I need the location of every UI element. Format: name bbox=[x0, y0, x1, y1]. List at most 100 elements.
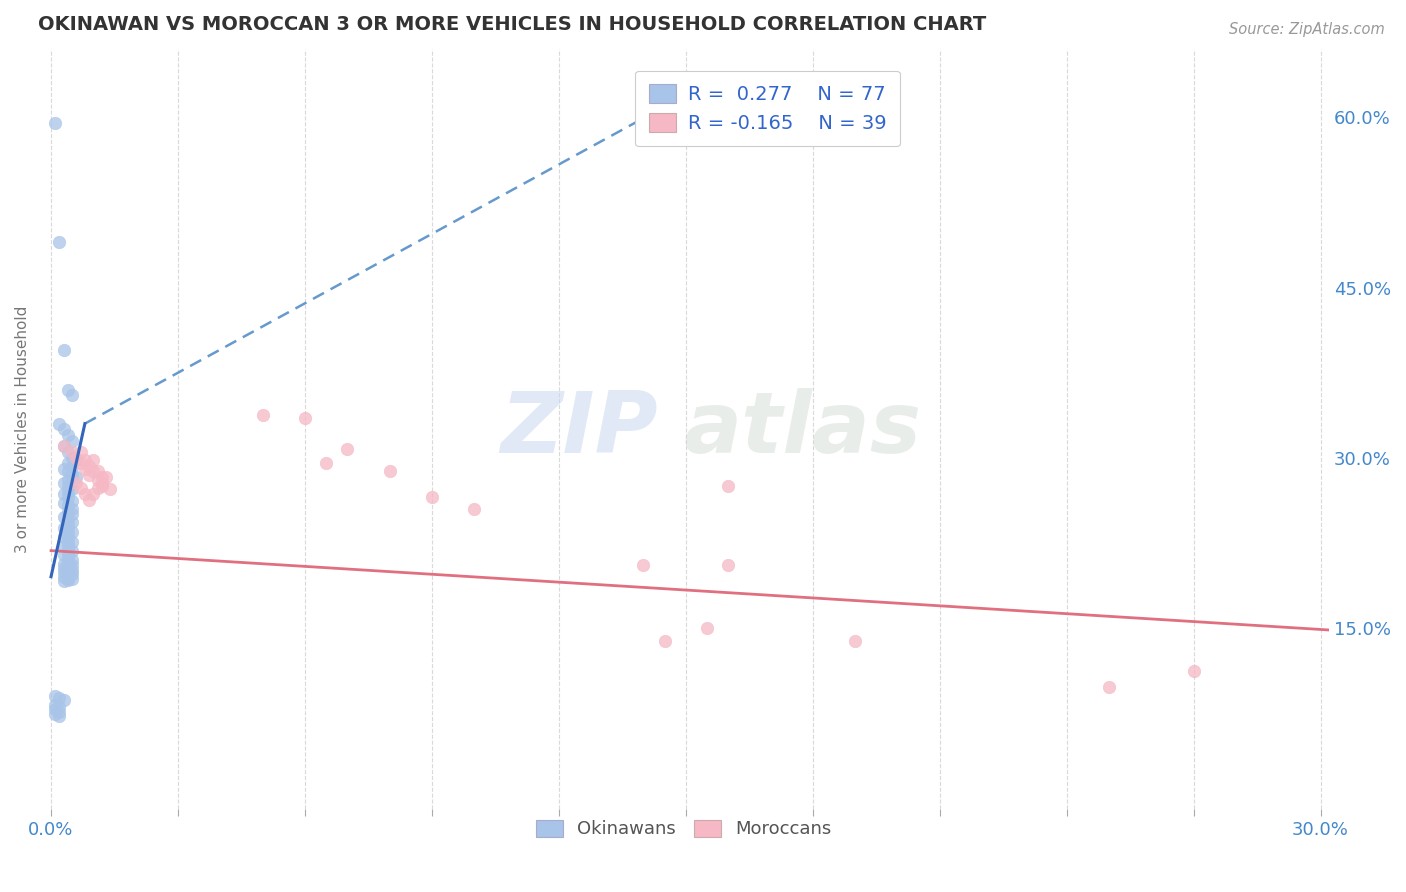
Point bbox=[52, 496, 75, 510]
Point bbox=[56, 491, 79, 505]
Point bbox=[65, 453, 87, 467]
Point bbox=[56, 498, 79, 512]
Point bbox=[60, 493, 83, 508]
Point bbox=[56, 555, 79, 569]
Point bbox=[463, 501, 485, 516]
Point bbox=[717, 558, 740, 573]
Point bbox=[44, 116, 66, 130]
Point bbox=[60, 501, 83, 516]
Point bbox=[52, 422, 75, 436]
Point bbox=[48, 235, 70, 250]
Point bbox=[90, 479, 112, 493]
Point bbox=[77, 458, 100, 473]
Point bbox=[56, 428, 79, 442]
Text: OKINAWAN VS MOROCCAN 3 OR MORE VEHICLES IN HOUSEHOLD CORRELATION CHART: OKINAWAN VS MOROCCAN 3 OR MORE VEHICLES … bbox=[38, 15, 987, 34]
Point bbox=[48, 705, 70, 719]
Point bbox=[60, 388, 83, 402]
Point bbox=[52, 462, 75, 476]
Point bbox=[56, 456, 79, 470]
Point bbox=[56, 513, 79, 527]
Point bbox=[73, 453, 96, 467]
Point bbox=[69, 481, 91, 495]
Point bbox=[633, 558, 655, 573]
Point bbox=[52, 439, 75, 453]
Point bbox=[48, 700, 70, 714]
Point bbox=[60, 508, 83, 522]
Point bbox=[1182, 664, 1205, 678]
Point bbox=[56, 533, 79, 547]
Point bbox=[65, 470, 87, 484]
Point bbox=[86, 464, 108, 478]
Point bbox=[60, 445, 83, 459]
Point bbox=[56, 559, 79, 574]
Point bbox=[56, 566, 79, 581]
Point bbox=[52, 509, 75, 524]
Point bbox=[52, 693, 75, 707]
Point bbox=[52, 439, 75, 453]
Point bbox=[56, 571, 79, 585]
Point bbox=[60, 572, 83, 586]
Point bbox=[56, 564, 79, 578]
Point bbox=[60, 543, 83, 558]
Point bbox=[82, 453, 104, 467]
Point bbox=[52, 565, 75, 579]
Point bbox=[56, 541, 79, 556]
Point bbox=[56, 445, 79, 459]
Point bbox=[52, 548, 75, 562]
Point bbox=[717, 479, 740, 493]
Point bbox=[52, 539, 75, 553]
Point bbox=[60, 552, 83, 566]
Point bbox=[77, 467, 100, 482]
Point bbox=[60, 534, 83, 549]
Point bbox=[294, 411, 316, 425]
Point bbox=[60, 516, 83, 530]
Point bbox=[56, 473, 79, 487]
Point bbox=[86, 481, 108, 495]
Point bbox=[252, 408, 274, 422]
Point bbox=[56, 537, 79, 551]
Point bbox=[56, 479, 79, 493]
Point bbox=[315, 456, 337, 470]
Point bbox=[52, 475, 75, 490]
Point bbox=[52, 343, 75, 357]
Point bbox=[82, 464, 104, 478]
Point bbox=[654, 634, 676, 648]
Point bbox=[60, 459, 83, 474]
Legend: Okinawans, Moroccans: Okinawans, Moroccans bbox=[529, 813, 839, 846]
Point bbox=[73, 487, 96, 501]
Text: atlas: atlas bbox=[683, 388, 922, 471]
Point bbox=[98, 483, 121, 497]
Point bbox=[73, 462, 96, 476]
Point bbox=[52, 570, 75, 584]
Point bbox=[56, 517, 79, 532]
Point bbox=[56, 573, 79, 587]
Point bbox=[336, 442, 359, 456]
Point bbox=[90, 470, 112, 484]
Point bbox=[86, 473, 108, 487]
Point bbox=[56, 383, 79, 397]
Point bbox=[60, 567, 83, 582]
Point bbox=[56, 527, 79, 541]
Text: ZIP: ZIP bbox=[501, 388, 658, 471]
Point bbox=[77, 492, 100, 507]
Point bbox=[44, 698, 66, 712]
Point bbox=[94, 470, 117, 484]
Point bbox=[69, 456, 91, 470]
Point bbox=[52, 560, 75, 574]
Point bbox=[65, 475, 87, 490]
Point bbox=[52, 530, 75, 544]
Point bbox=[420, 491, 443, 505]
Point bbox=[60, 450, 83, 465]
Point bbox=[56, 550, 79, 565]
Point bbox=[696, 621, 718, 635]
Point bbox=[378, 464, 401, 478]
Point bbox=[56, 546, 79, 560]
Point bbox=[90, 475, 112, 490]
Point bbox=[56, 505, 79, 519]
Text: Source: ZipAtlas.com: Source: ZipAtlas.com bbox=[1229, 22, 1385, 37]
Y-axis label: 3 or more Vehicles in Household: 3 or more Vehicles in Household bbox=[15, 306, 30, 553]
Point bbox=[48, 709, 70, 723]
Point bbox=[52, 558, 75, 572]
Point bbox=[52, 487, 75, 501]
Point bbox=[52, 521, 75, 535]
